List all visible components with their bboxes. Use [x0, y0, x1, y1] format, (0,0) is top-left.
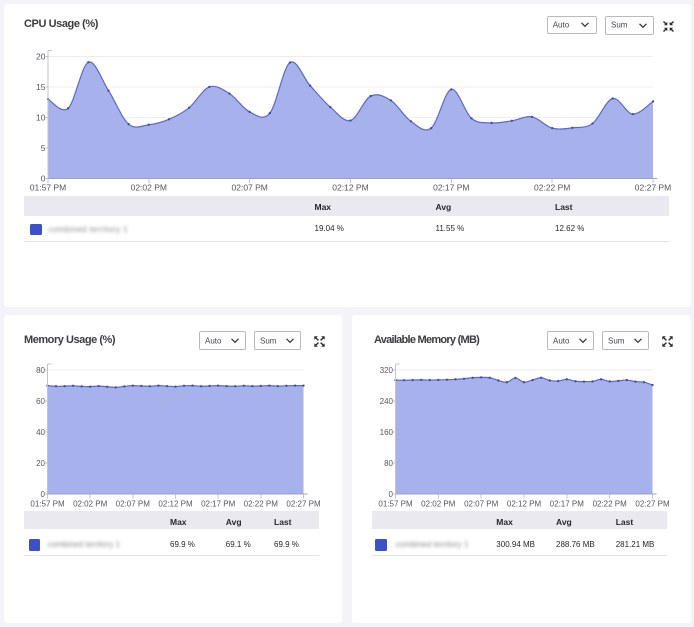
svg-text:5: 5 [41, 143, 46, 153]
svg-text:0: 0 [41, 173, 46, 183]
svg-text:02:12 PM: 02:12 PM [507, 500, 542, 509]
svg-text:0: 0 [389, 490, 394, 499]
svg-text:02:12 PM: 02:12 PM [158, 500, 193, 509]
svg-text:80: 80 [36, 366, 45, 375]
svg-text:15: 15 [36, 82, 46, 92]
svg-text:01:57 PM: 01:57 PM [30, 183, 66, 193]
svg-text:02:02 PM: 02:02 PM [73, 500, 108, 509]
svg-text:02:22 PM: 02:22 PM [534, 183, 570, 193]
svg-text:02:17 PM: 02:17 PM [433, 183, 469, 193]
svg-text:02:02 PM: 02:02 PM [131, 183, 167, 193]
svg-text:80: 80 [384, 459, 393, 468]
svg-text:02:17 PM: 02:17 PM [201, 500, 236, 509]
svg-text:02:22 PM: 02:22 PM [593, 500, 628, 509]
svg-text:60: 60 [36, 397, 45, 406]
svg-text:02:22 PM: 02:22 PM [244, 500, 279, 509]
svg-text:01:57 PM: 01:57 PM [30, 500, 65, 509]
svg-text:20: 20 [36, 51, 46, 61]
svg-text:02:07 PM: 02:07 PM [232, 183, 268, 193]
svg-text:02:07 PM: 02:07 PM [464, 500, 499, 509]
svg-text:02:02 PM: 02:02 PM [421, 500, 456, 509]
svg-text:01:57 PM: 01:57 PM [378, 500, 413, 509]
svg-text:02:07 PM: 02:07 PM [116, 500, 151, 509]
svg-text:10: 10 [36, 112, 46, 122]
svg-text:40: 40 [36, 428, 45, 437]
svg-text:02:17 PM: 02:17 PM [550, 500, 585, 509]
svg-text:160: 160 [380, 428, 394, 437]
svg-text:02:27 PM: 02:27 PM [635, 500, 670, 509]
svg-text:02:12 PM: 02:12 PM [332, 183, 368, 193]
svg-text:320: 320 [380, 366, 394, 375]
svg-text:240: 240 [380, 397, 394, 406]
svg-text:0: 0 [41, 490, 46, 499]
svg-text:20: 20 [36, 459, 45, 468]
svg-text:02:27 PM: 02:27 PM [286, 500, 321, 509]
svg-text:02:27 PM: 02:27 PM [635, 183, 671, 193]
